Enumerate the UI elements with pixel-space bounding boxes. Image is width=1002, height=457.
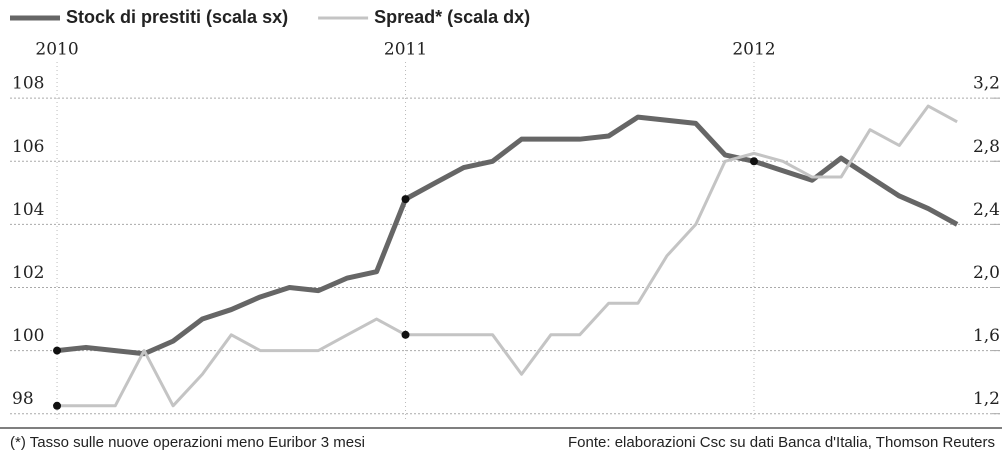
year-marker: [53, 346, 62, 355]
y-tick-label: 102: [12, 263, 44, 283]
legend-label: Stock di prestiti (scala sx): [66, 7, 288, 27]
x-tick-label: 2010: [35, 40, 78, 60]
y2-tick-label: 1,2: [973, 389, 1000, 409]
x-tick-label: 2011: [384, 40, 427, 60]
footnote: (*) Tasso sulle nuove operazioni meno Eu…: [10, 434, 365, 451]
y-tick-label: 106: [12, 137, 44, 157]
y2-tick-label: 2,0: [973, 263, 1000, 283]
source: Fonte: elaborazioni Csc su dati Banca d'…: [568, 434, 995, 451]
y-tick-label: 104: [12, 200, 44, 220]
y2-tick-label: 3,2: [973, 74, 1000, 94]
y-tick-label: 98: [12, 389, 34, 409]
year-marker: [53, 401, 62, 410]
y2-tick-label: 2,8: [973, 137, 1000, 157]
series-line: [56, 114, 959, 357]
x-tick-label: 2012: [732, 40, 775, 60]
year-marker: [401, 195, 410, 204]
legend-label: Spread* (scala dx): [374, 7, 530, 27]
y-tick-label: 108: [12, 74, 44, 94]
series-line: [57, 104, 958, 408]
year-marker: [749, 157, 758, 166]
y-tick-label: 100: [12, 326, 44, 346]
y2-tick-label: 2,4: [973, 200, 1000, 220]
year-marker: [401, 330, 410, 339]
y2-tick-label: 1,6: [973, 326, 1000, 346]
